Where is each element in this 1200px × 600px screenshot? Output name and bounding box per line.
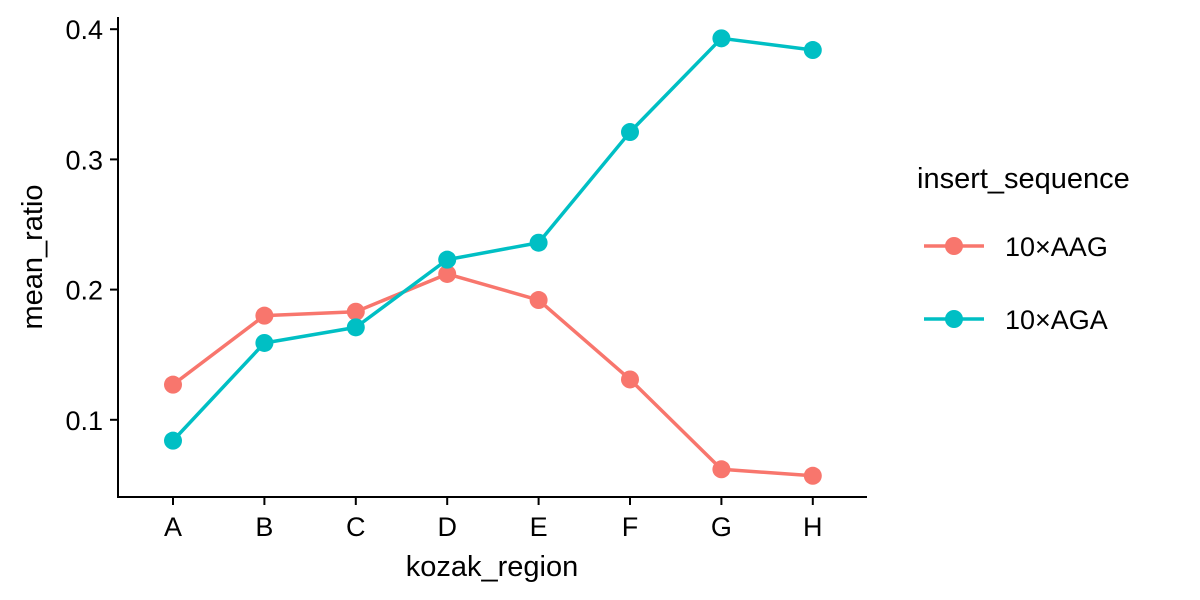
legend-key-point — [945, 310, 963, 328]
data-point — [346, 318, 365, 337]
x-tick-label: H — [803, 512, 823, 542]
legend-item: 10×AAG — [924, 232, 1108, 262]
y-ticks: 0.1 0.2 0.3 0.4 — [65, 15, 118, 436]
axes: 0.1 0.2 0.3 0.4 A B C D E F G H — [65, 15, 867, 542]
data-point — [803, 466, 822, 485]
x-tick-label: C — [346, 512, 366, 542]
data-point — [621, 370, 639, 389]
y-tick-label: 0.1 — [65, 406, 103, 436]
series-line — [171, 36, 814, 442]
data-point — [803, 41, 822, 60]
y-tick-label: 0.2 — [65, 276, 103, 306]
data-point — [621, 123, 639, 142]
series-line — [171, 272, 813, 478]
legend-label: 10×AAG — [1005, 232, 1108, 262]
data-point — [712, 29, 731, 48]
data-point — [164, 431, 182, 450]
data-point — [529, 291, 548, 310]
x-tick-label: A — [164, 512, 182, 542]
legend-title: insert_sequence — [917, 163, 1130, 195]
x-tick-label: D — [437, 512, 457, 542]
series-2 — [164, 29, 822, 450]
x-axis-title: kozak_region — [406, 551, 579, 583]
series-1 — [164, 264, 822, 485]
legend-item: 10×AGA — [924, 305, 1108, 335]
data-point — [712, 460, 731, 479]
data-point — [255, 333, 274, 352]
y-tick-label: 0.4 — [65, 15, 103, 45]
legend-key-point — [945, 237, 963, 255]
x-tick-label: F — [622, 512, 639, 542]
x-tick-label: G — [711, 512, 732, 542]
data-point — [346, 302, 365, 321]
data-point — [438, 264, 457, 283]
plot-area — [164, 29, 822, 485]
data-point — [529, 233, 548, 252]
legend-label: 10×AGA — [1005, 305, 1108, 335]
y-axis-title: mean_ratio — [17, 184, 49, 329]
data-point — [164, 375, 182, 394]
legend: insert_sequence 10×AAG 10×AGA — [917, 163, 1130, 335]
y-tick-label: 0.3 — [65, 145, 103, 175]
x-tick-label: E — [530, 512, 548, 542]
legend-items: 10×AAG 10×AGA — [924, 232, 1108, 335]
x-tick-label: B — [255, 512, 273, 542]
x-ticks: A B C D E F G H — [164, 497, 823, 542]
data-point — [255, 306, 274, 325]
data-point — [438, 250, 457, 269]
